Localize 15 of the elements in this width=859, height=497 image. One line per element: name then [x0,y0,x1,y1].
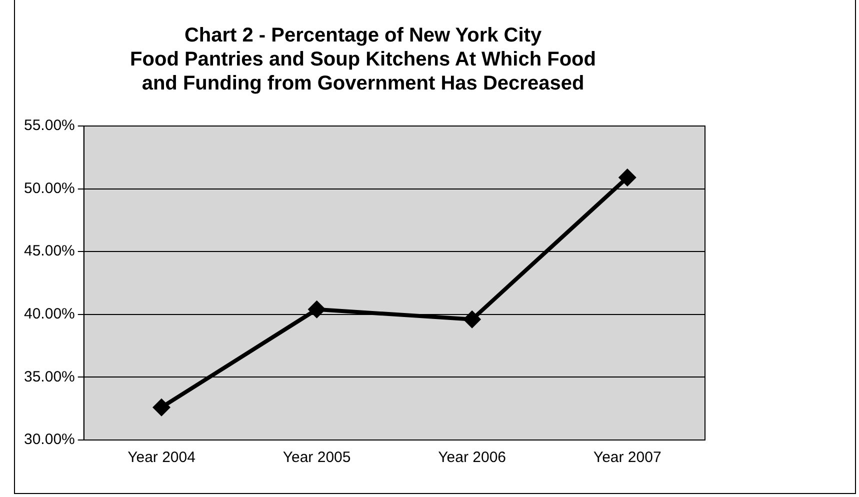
y-tick-label: 40.00% [24,306,75,323]
x-tick-label: Year 2005 [282,449,351,466]
x-tick-label: Year 2004 [128,449,196,466]
y-tick-label: 30.00% [24,431,75,448]
point [152,398,171,416]
x-tick-label: Year 2006 [438,449,506,466]
point [308,300,326,318]
point [618,168,636,186]
y-tick-label: 35.00% [24,368,75,386]
y-tick-label: 45.00% [24,242,75,260]
point [463,310,482,328]
y-tick-label: 55.00% [24,117,75,134]
x-tick-label: Year 2007 [593,449,662,466]
y-tick-label: 50.00% [24,180,75,197]
chart-title: Chart 2 - Percentage of New York City Food Pantries and Soup Kitchens At Which Food and Funding from Government Has Decreased [130,24,596,95]
